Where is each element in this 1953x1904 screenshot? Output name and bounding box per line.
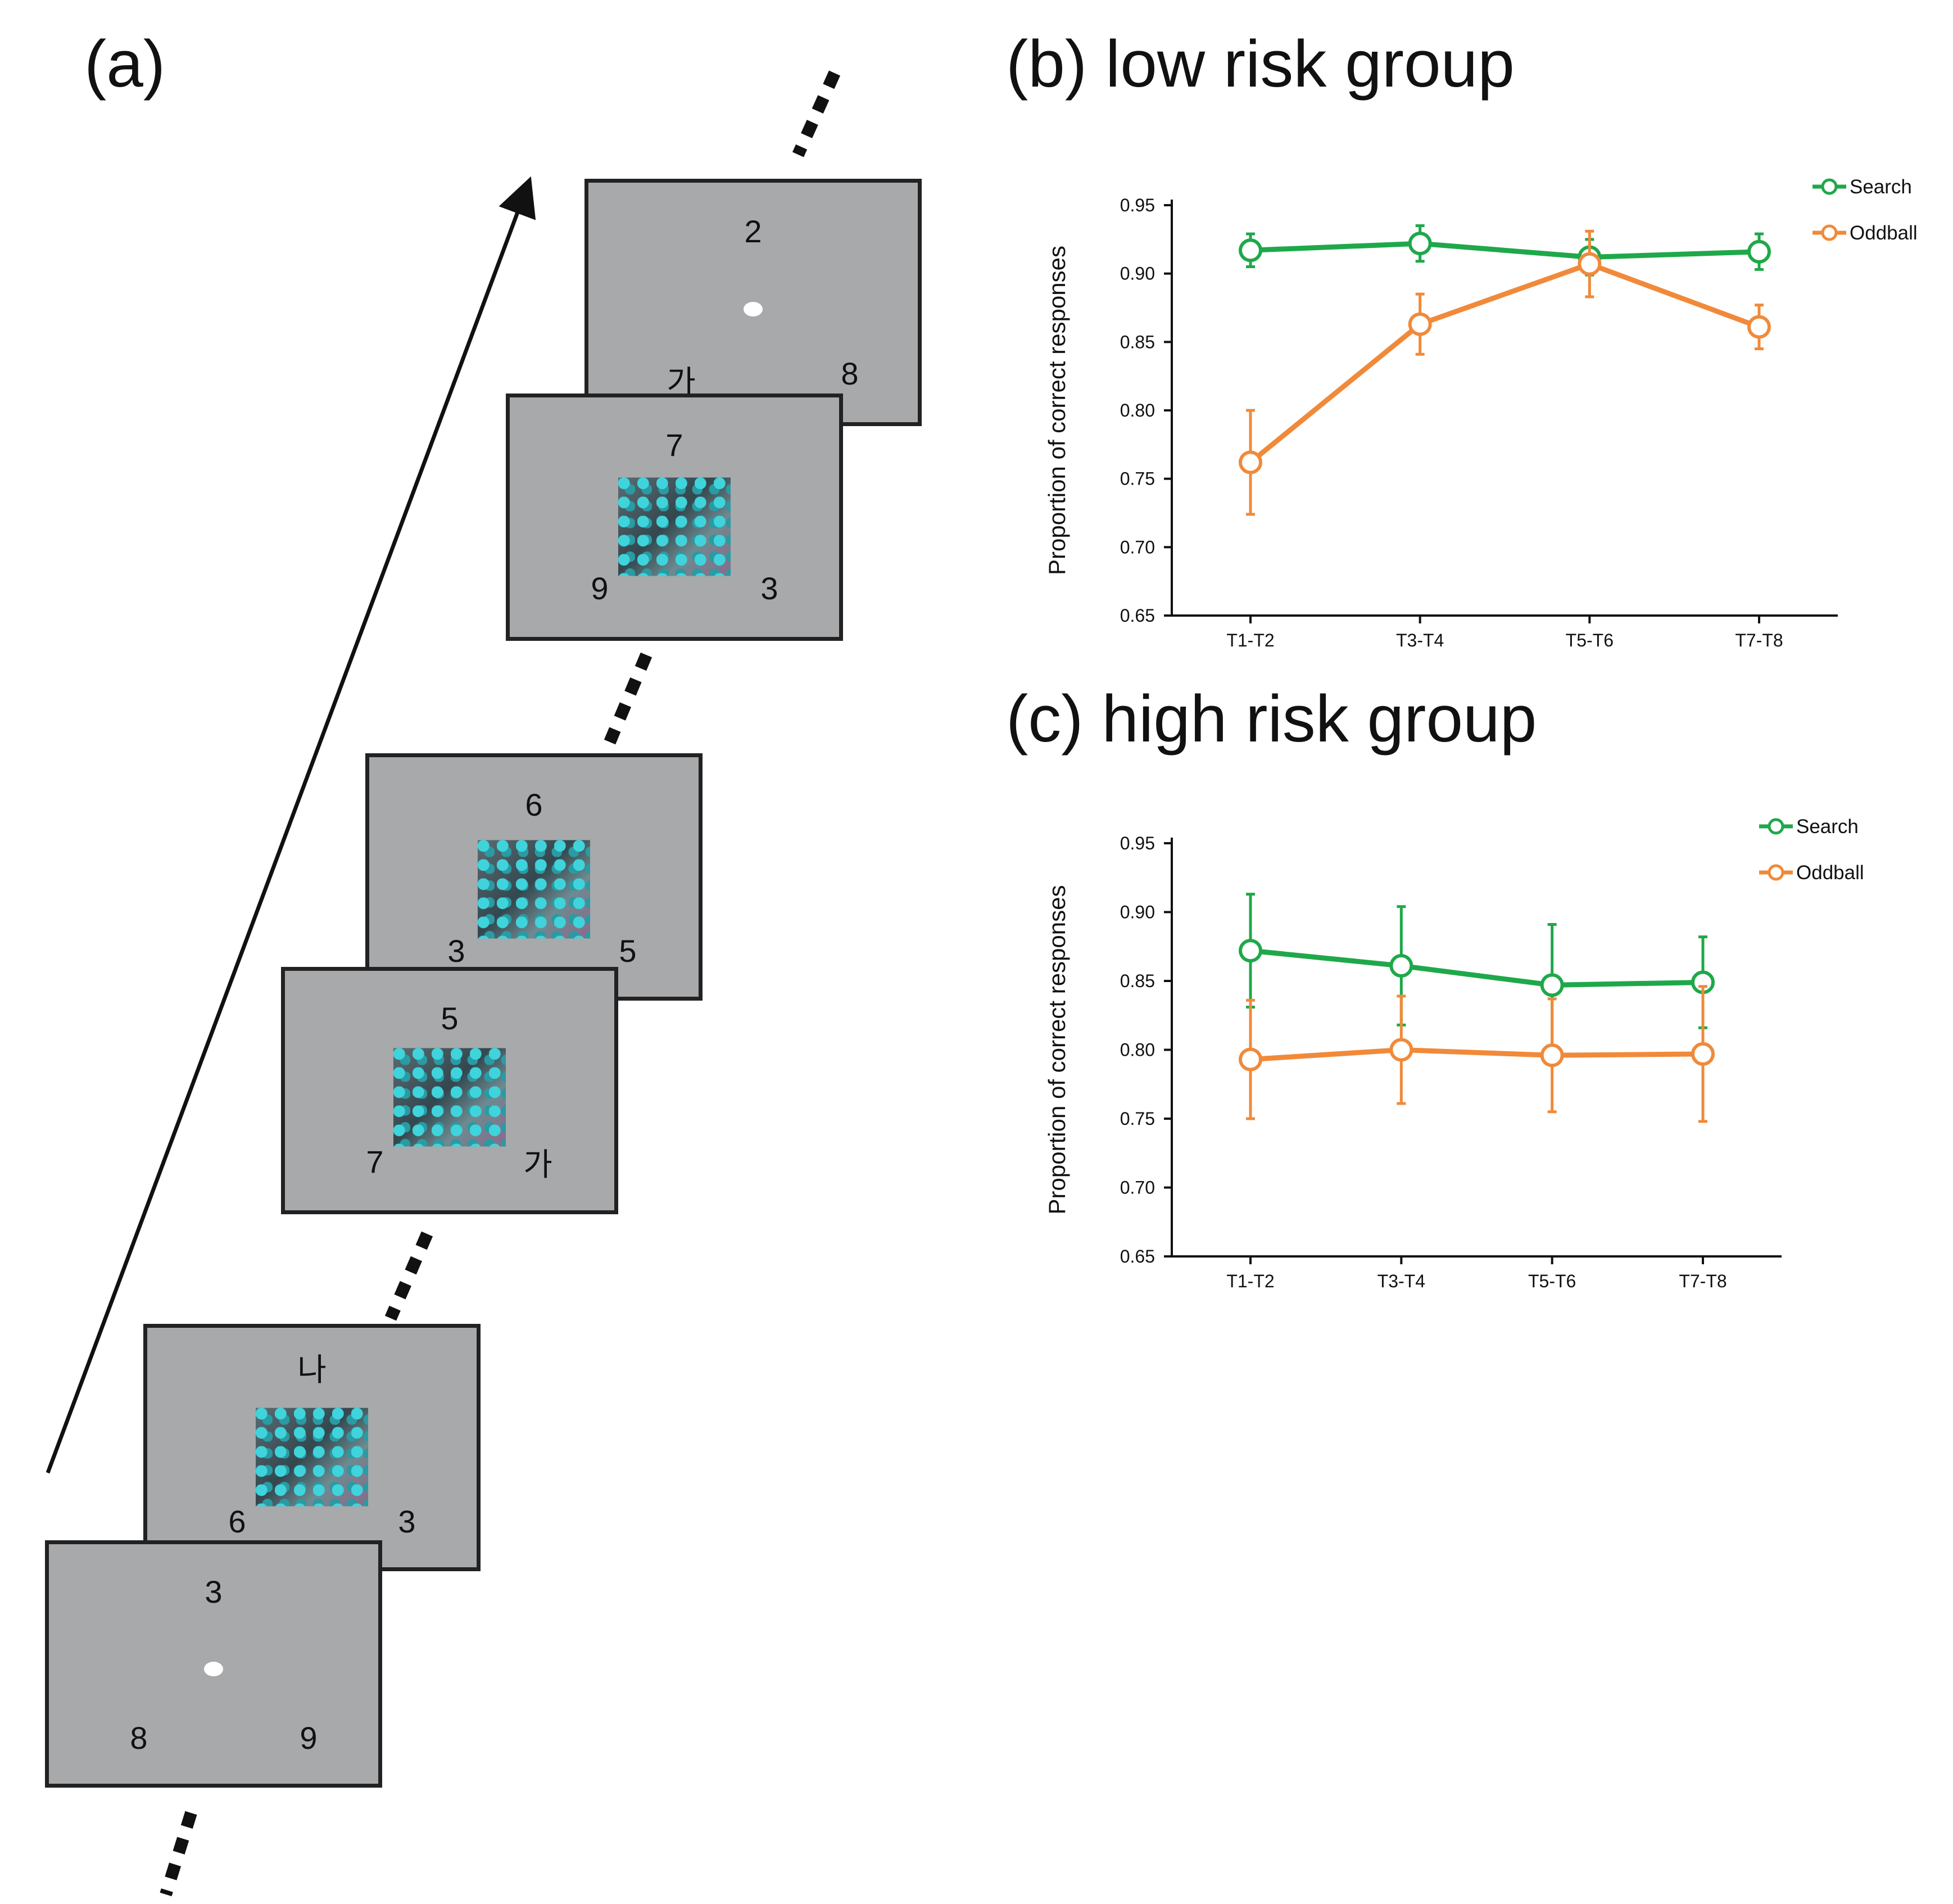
series-oddball [1239,229,1771,516]
y-tick-label: 0.95 [1120,833,1155,853]
screen-left-number: 3 [447,933,465,969]
scene-image [393,1048,506,1147]
series-line [1250,948,1703,988]
scene-image [618,477,731,576]
screen-left-number: 8 [130,1720,148,1756]
y-tick-label: 0.75 [1120,469,1155,489]
legend-marker [1768,818,1784,835]
x-tick-label: T5-T6 [1528,1271,1576,1291]
data-point [1747,239,1771,264]
screen-top-number: 3 [205,1574,223,1609]
x-tick-label: T1-T2 [1226,630,1274,650]
screen-top-number: 5 [441,1001,459,1036]
screen-top-number: 2 [744,214,762,249]
y-tick-label: 0.95 [1120,195,1155,215]
trial-screen-4: 5 7 가 [281,967,618,1214]
scene-image [478,840,590,939]
trial-screen-6: 3 8 9 [45,1540,382,1788]
legend-label: Oddball [1850,222,1918,244]
data-point [1389,954,1413,978]
data-point [1540,973,1564,997]
ellipsis-dots-bottom [160,1811,197,1897]
y-tick-label: 0.85 [1120,971,1155,991]
panel-a-label: (a) [84,27,166,101]
data-point [1408,232,1432,256]
timeline-arrow [46,176,536,1474]
chart-c-title: (c) high risk group [1006,682,1537,756]
screen-right-number: 3 [760,571,778,606]
x-tick-label: T7-T8 [1735,630,1783,650]
legend-marker [1768,864,1784,881]
screen-right-number: 가 [523,1147,552,1182]
trial-screen-2: 7 9 3 [506,394,843,641]
data-point [1747,315,1771,339]
screen-top-number: 7 [665,427,683,463]
fixation-dot [744,302,763,316]
data-point [1578,252,1602,276]
trial-screen-1: 2 가 8 [584,179,922,426]
y-tick-label: 0.65 [1120,605,1155,626]
y-tick-label: 0.90 [1120,264,1155,284]
data-point [1239,939,1262,963]
series-line [1250,1047,1703,1062]
chart-b-title: (b) low risk group [1006,27,1515,101]
data-point [1408,312,1432,336]
y-tick-label: 0.70 [1120,1178,1155,1198]
screen-left-number: 7 [366,1144,384,1179]
y-tick-label: 0.80 [1120,400,1155,420]
series-search [1239,893,1715,1047]
screen-top-number: 나 [297,1352,327,1387]
screen-right-number: 5 [619,933,637,969]
data-point [1540,1043,1564,1068]
screen-left-number: 가 [667,364,696,400]
legend-label: Oddball [1796,862,1864,884]
screen-left-number: 9 [591,571,609,606]
screen-right-number: 9 [300,1720,318,1756]
x-tick-label: T7-T8 [1679,1271,1727,1291]
x-tick-label: T3-T4 [1396,630,1444,650]
screen-top-number: 6 [525,787,543,822]
series-oddball [1239,985,1715,1123]
y-tick-label: 0.90 [1120,902,1155,922]
legend-marker [1821,224,1838,241]
legend-marker [1821,178,1838,195]
y-axis-label: Proportion of correct responses [1044,246,1070,575]
y-tick-label: 0.85 [1120,332,1155,352]
x-tick-label: T3-T4 [1377,1271,1425,1291]
series-line [1250,241,1760,260]
x-tick-label: T5-T6 [1566,630,1614,650]
data-point [1691,1042,1715,1066]
data-point [1239,450,1262,474]
y-tick-label: 0.75 [1120,1109,1155,1129]
y-tick-label: 0.70 [1120,537,1155,557]
y-tick-label: 0.65 [1120,1246,1155,1267]
trial-screen-5: 나 6 3 [143,1324,481,1571]
data-point [1239,1047,1262,1071]
y-axis-label: Proportion of correct responses [1044,885,1070,1215]
scene-image [256,1408,368,1507]
data-point [1389,1038,1413,1062]
x-tick-label: T1-T2 [1226,1271,1274,1291]
series-line [1249,261,1760,464]
screen-left-number: 6 [228,1504,246,1539]
y-tick-label: 0.80 [1120,1040,1155,1060]
data-point [1239,238,1262,263]
legend-label: Search [1850,176,1912,198]
fixation-dot [204,1662,223,1676]
screen-right-number: 3 [398,1504,416,1539]
legend-label: Search [1796,816,1859,838]
screen-right-number: 8 [841,356,859,391]
